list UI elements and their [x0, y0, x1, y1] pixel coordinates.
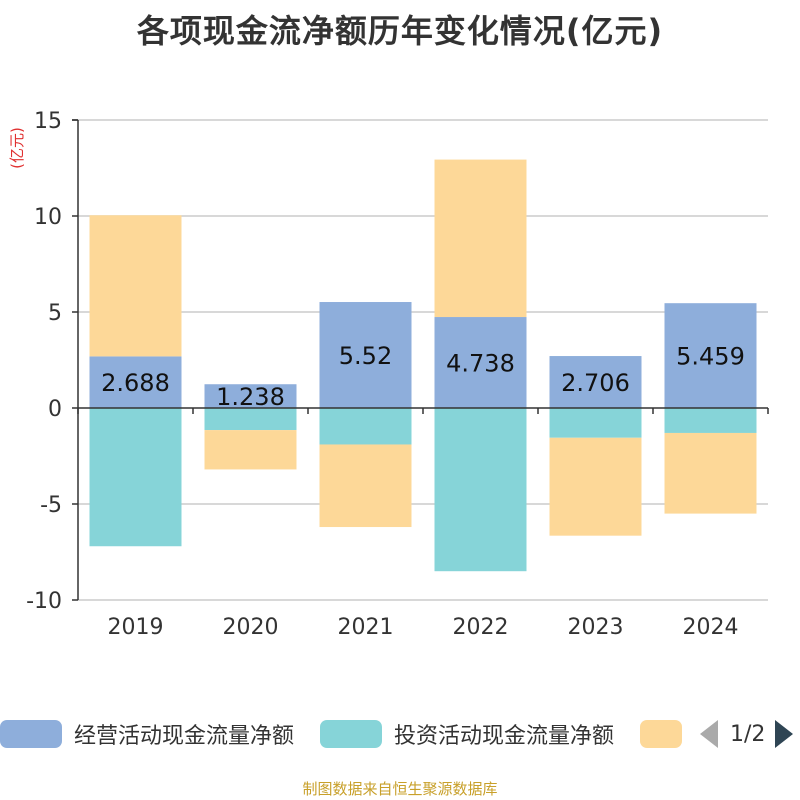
- y-tick-label: 10: [34, 205, 62, 230]
- x-tick-label-2020: 2020: [223, 615, 279, 640]
- legend-item-operating[interactable]: 经营活动现金流量净额: [0, 716, 294, 752]
- bar-2019-series-2: [89, 215, 182, 357]
- y-tick-label: 5: [48, 301, 62, 326]
- bar-layer: [89, 159, 757, 572]
- data-label-2024: 5.459: [676, 343, 745, 371]
- legend: 经营活动现金流量净额 投资活动现金流量净额 1/2: [0, 716, 800, 756]
- data-label-2023: 2.706: [561, 369, 630, 397]
- y-tick-label: -10: [26, 589, 62, 614]
- legend-pager: 1/2: [700, 716, 794, 752]
- pager-next-icon[interactable]: [775, 720, 794, 748]
- chart-title: 各项现金流净额历年变化情况(亿元): [136, 12, 664, 50]
- legend-item-financing[interactable]: [640, 716, 682, 752]
- bar-2022-series-0: [434, 317, 527, 408]
- x-tick-label-2023: 2023: [568, 615, 624, 640]
- bar-2021-series-1: [319, 408, 412, 445]
- source-footer: 制图数据来自恒生聚源数据库: [302, 780, 498, 798]
- legend-swatch-financing: [640, 720, 682, 748]
- bar-2019-series-0: [89, 356, 182, 408]
- y-axis-unit-label: (亿元): [8, 127, 26, 169]
- bar-2022-series-1: [434, 408, 527, 572]
- data-label-2021: 5.52: [339, 342, 392, 370]
- bar-2024-series-1: [664, 408, 757, 433]
- label-layer: 2.688 1.238 5.52 4.738 2.706 5.459: [101, 342, 745, 411]
- bar-2021-series-0: [319, 302, 412, 408]
- pager-page-text: 1/2: [730, 721, 766, 747]
- y-tick-label: -5: [40, 493, 62, 518]
- grid-layer: [78, 119, 768, 601]
- data-label-2020: 1.238: [216, 383, 285, 411]
- x-tick-label-2022: 2022: [453, 615, 509, 640]
- bar-2023-series-0: [549, 356, 642, 408]
- bar-2024-series-2: [664, 432, 757, 514]
- y-tick-label: 0: [48, 397, 62, 422]
- axis-layer: 15 10 5 0 -5 -10 (亿元) 2019 2020 2021 2022 2023 2024: [8, 109, 769, 640]
- bar-2024-series-0: [664, 303, 757, 408]
- x-tick-label-2021: 2021: [338, 615, 394, 640]
- legend-label-operating: 经营活动现金流量净额: [74, 724, 295, 749]
- bar-2021-series-2: [319, 444, 412, 528]
- bar-2019-series-1: [89, 408, 182, 547]
- bar-2022-series-2: [434, 159, 527, 318]
- bar-2020-series-0: [204, 384, 297, 408]
- data-label-2019: 2.688: [101, 369, 170, 397]
- data-label-2022: 4.738: [446, 350, 515, 378]
- legend-item-investing[interactable]: 投资活动现金流量净额: [320, 716, 614, 752]
- bar-2023-series-1: [549, 408, 642, 438]
- bar-2020-series-1: [204, 408, 297, 431]
- x-tick-label-2024: 2024: [683, 615, 739, 640]
- x-tick-label-2019: 2019: [108, 615, 164, 640]
- legend-swatch-operating: [0, 720, 62, 748]
- bar-2023-series-2: [549, 437, 642, 536]
- bar-2020-series-2: [204, 430, 297, 470]
- legend-label-investing: 投资活动现金流量净额: [394, 724, 615, 749]
- legend-swatch-investing: [320, 720, 382, 748]
- y-tick-label: 15: [34, 109, 62, 134]
- pager-prev-icon[interactable]: [700, 720, 718, 748]
